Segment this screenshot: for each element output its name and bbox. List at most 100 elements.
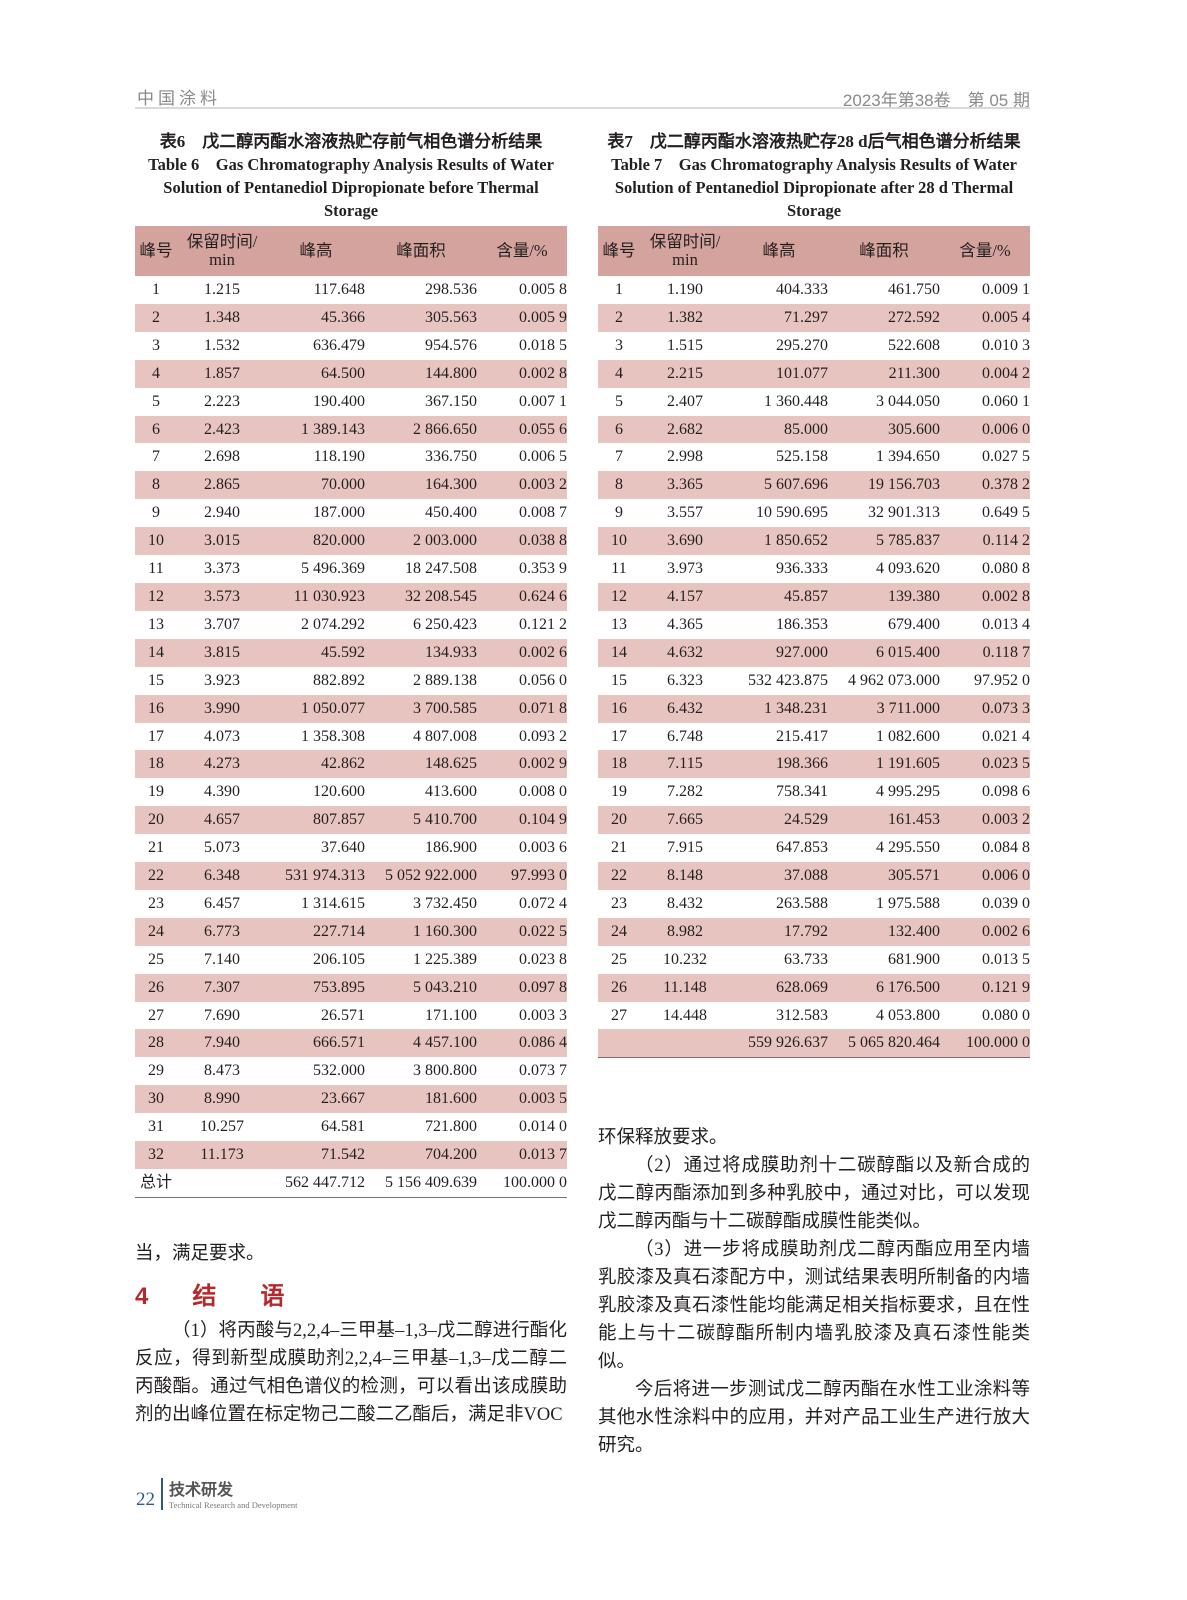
table-cell: 6.748 — [667, 727, 703, 745]
table-row: 7 2.998 525.158 1 394.650 0.027 5 — [598, 443, 1030, 471]
table-cell: 10 590.695 — [756, 504, 828, 522]
table-cell: 0.003 2 — [477, 471, 567, 500]
table-cell: 531 974.313 — [267, 862, 365, 890]
table-cell: 0.002 6 — [940, 917, 1030, 946]
table-cell: 8.982 — [640, 917, 730, 946]
table-cell: 19 — [611, 783, 627, 801]
table-cell: 1.382 — [640, 303, 730, 332]
table-cell: 0.080 0 — [982, 1006, 1030, 1024]
table-cell: 26 — [135, 973, 177, 1002]
table-cell: 5 065 820.464 — [828, 1029, 940, 1059]
table-cell: 8.432 — [667, 894, 703, 912]
table-cell: 6 250.423 — [413, 615, 477, 633]
table-cell: 85.000 — [730, 415, 828, 444]
table-cell: 263.588 — [776, 894, 828, 912]
table-cell: 7.665 — [640, 806, 730, 835]
table-cell: 312.583 — [776, 1006, 828, 1024]
column-header: 峰面积 — [828, 226, 940, 276]
table-row: 27 7.690 26.571 171.100 0.003 3 — [135, 1002, 567, 1030]
table-cell: 305.563 — [365, 303, 477, 332]
table-cell: 6.457 — [204, 894, 240, 912]
table-cell: 404.333 — [776, 281, 828, 298]
table-cell: 681.900 — [888, 950, 940, 968]
table-cell: 0.097 8 — [477, 973, 567, 1002]
table-cell: 148.625 — [365, 750, 477, 779]
table-cell: 4 807.008 — [413, 727, 477, 745]
table-cell: 31 — [148, 1118, 164, 1136]
table-row: 21 7.915 647.853 4 295.550 0.084 8 — [598, 834, 1030, 862]
table-cell: 721.800 — [425, 1118, 477, 1136]
table-cell: 1 191.605 — [828, 750, 940, 779]
table-cell: 4.632 — [640, 638, 730, 667]
table-cell: 24 — [598, 917, 640, 946]
table-cell: 1.348 — [177, 303, 267, 332]
table-cell: 0.007 1 — [519, 392, 567, 410]
footer: 22 技术研发 Technical Research and Developme… — [136, 1476, 298, 1510]
table-cell: 0.038 8 — [477, 527, 567, 556]
table-cell: 45.592 — [267, 638, 365, 667]
table-cell: 132.400 — [828, 917, 940, 946]
table-cell: 120.600 — [313, 783, 365, 801]
table-cell: 6 — [598, 415, 640, 444]
column-header: 峰号 — [598, 226, 640, 276]
total-row: 559 926.637 5 065 820.464 100.000 0 — [598, 1029, 1030, 1059]
table-cell: 295.270 — [776, 336, 828, 354]
table-cell: 0.002 8 — [477, 359, 567, 388]
table-cell: 8 — [598, 471, 640, 500]
table-cell: 7 — [615, 448, 623, 466]
table-cell: 24 — [135, 917, 177, 946]
table-cell: 134.933 — [365, 638, 477, 667]
table-cell: 0.003 3 — [519, 1006, 567, 1024]
table-cell: 5 785.837 — [828, 527, 940, 556]
table-cell: 4 053.800 — [876, 1006, 940, 1024]
table-cell: 0.022 5 — [477, 917, 567, 946]
table-cell: 0.013 4 — [982, 615, 1030, 633]
paragraph: 当，满足要求。 — [135, 1244, 265, 1264]
table-cell: 4 995.295 — [876, 783, 940, 801]
table-cell: 0.018 5 — [519, 336, 567, 354]
table-cell: 18 247.508 — [405, 560, 477, 578]
table-cell: 23 — [148, 894, 164, 912]
table-row: 18 7.115 198.366 1 191.605 0.023 5 — [598, 750, 1030, 779]
table6-caption-en: Table 6 Gas Chromatography Analysis Resu… — [148, 155, 554, 220]
table-cell: 10.232 — [663, 950, 707, 968]
table-row: 25 10.232 63.733 681.900 0.013 5 — [598, 946, 1030, 974]
table-row: 1 1.190 404.333 461.750 0.009 1 — [598, 276, 1030, 304]
table-cell: 6.348 — [177, 862, 267, 890]
table-cell: 559 926.637 — [730, 1029, 828, 1059]
table6: 峰号 保留时间/ min 峰高 峰面积 含量/% 1 1.215 117.648 298.536… — [135, 226, 567, 1198]
table7-caption: 表7 戊二醇丙酯水溶液热贮存28 d后气相色谱分析结果 Table 7 Gas … — [598, 130, 1030, 222]
table-cell: 525.158 — [776, 448, 828, 466]
table-cell: 4 — [598, 359, 640, 388]
table-cell: 1.515 — [667, 336, 703, 354]
table-cell: 927.000 — [730, 638, 828, 667]
table-cell: 5 — [152, 392, 160, 410]
table-row: 32 11.173 71.542 704.200 0.013 7 — [135, 1141, 567, 1169]
table-cell: 11 — [148, 560, 164, 578]
table-row: 8 2.865 70.000 164.300 0.003 2 — [135, 471, 567, 500]
table-cell: 20 — [135, 806, 177, 835]
column-header: 峰高 — [267, 226, 365, 276]
table-cell: 21 — [611, 839, 627, 857]
table-cell: 12 — [135, 582, 177, 611]
table-cell: 2 003.000 — [365, 527, 477, 556]
table-cell: 100.000 0 — [477, 1169, 567, 1198]
footer-divider — [161, 1478, 163, 1510]
table-cell: 3.015 — [177, 527, 267, 556]
table-cell: 0.008 7 — [519, 504, 567, 522]
table-cell: 24.529 — [730, 806, 828, 835]
table-row: 26 7.307 753.895 5 043.210 0.097 8 — [135, 973, 567, 1002]
table-cell: 0.006 0 — [940, 862, 1030, 890]
table-cell: 3.365 — [640, 471, 730, 500]
table-cell: 3.815 — [177, 638, 267, 667]
table-cell: 4.365 — [667, 615, 703, 633]
table-cell: 27 — [611, 1006, 627, 1024]
table-cell: 7 — [152, 448, 160, 466]
table-cell: 20 — [598, 806, 640, 835]
table-row: 10 3.690 1 850.652 5 785.837 0.114 2 — [598, 527, 1030, 556]
table-row: 11 3.973 936.333 4 093.620 0.080 8 — [598, 555, 1030, 583]
table-cell: 187.000 — [313, 504, 365, 522]
table-row: 6 2.423 1 389.143 2 866.650 0.055 6 — [135, 415, 567, 444]
table-cell: 22 — [598, 862, 640, 890]
table-cell: 305.571 — [828, 862, 940, 890]
